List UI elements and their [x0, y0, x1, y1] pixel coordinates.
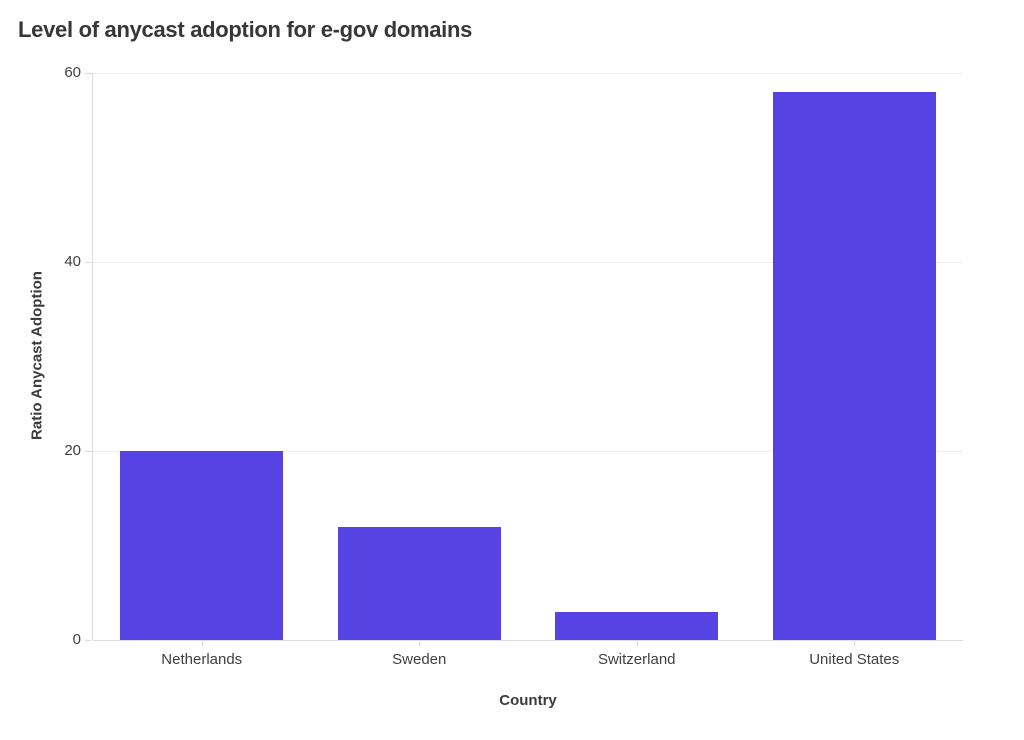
y-axis-title: Ratio Anycast Adoption	[28, 271, 46, 440]
y-gridline	[93, 261, 963, 263]
x-tick-mark	[854, 641, 856, 646]
bar-switzerland	[555, 611, 719, 640]
bar-netherlands	[120, 451, 284, 640]
x-tick-mark	[201, 641, 203, 646]
x-axis-title: Country	[499, 692, 557, 709]
x-tick-label: Netherlands	[161, 651, 243, 668]
y-tick-mark	[85, 262, 92, 263]
y-gridline	[93, 72, 963, 74]
x-axis-line	[93, 640, 963, 641]
y-tick-label: 0	[72, 631, 81, 648]
y-gridline	[93, 450, 963, 452]
y-axis-line	[92, 73, 93, 640]
y-tick-mark	[85, 73, 92, 74]
x-tick-mark	[419, 641, 421, 646]
bar-sweden	[337, 526, 501, 640]
chart-title: Level of anycast adoption for e-gov doma…	[18, 17, 473, 42]
x-tick-label: United States	[809, 651, 900, 668]
x-tick-label: Sweden	[392, 651, 447, 668]
x-tick-mark	[636, 641, 638, 646]
y-tick-mark	[85, 640, 92, 641]
y-tick-mark	[85, 451, 92, 452]
x-tick-label: Switzerland	[597, 651, 676, 668]
y-tick-label: 20	[64, 442, 81, 459]
y-tick-label: 60	[64, 64, 81, 81]
bar-united-states	[772, 91, 936, 640]
y-tick-label: 40	[64, 253, 81, 270]
